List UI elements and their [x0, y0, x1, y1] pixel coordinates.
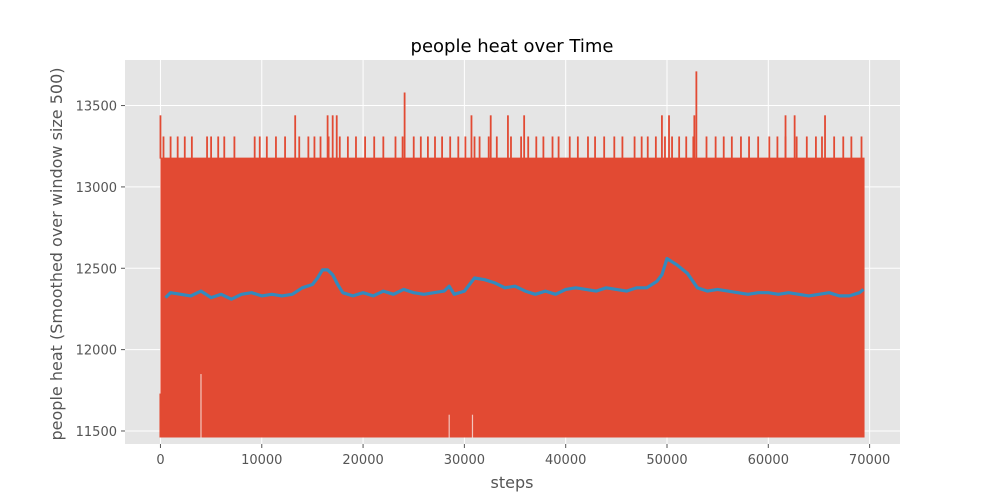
- y-tick-label: 13000: [76, 181, 117, 196]
- series-band-red: [159, 71, 865, 438]
- x-tick-label: 20000: [342, 453, 383, 468]
- y-tick-label: 12500: [76, 262, 117, 277]
- x-tick-label: 50000: [646, 453, 687, 468]
- x-tick-label: 60000: [748, 453, 789, 468]
- y-axis-label: people heat (Smoothed over window size 5…: [47, 68, 66, 441]
- x-tick-label: 40000: [545, 453, 586, 468]
- chart-title: people heat over Time: [411, 36, 614, 57]
- y-tick-label: 12000: [76, 344, 117, 359]
- series-line-path: [164, 256, 865, 301]
- y-tick-label: 11500: [76, 425, 117, 440]
- x-axis-label: steps: [491, 473, 534, 492]
- x-tick-label: 30000: [444, 453, 485, 468]
- tick-labels: 0 10000 20000 30000 40000 50000 60000 70000 1150…: [76, 100, 891, 468]
- x-tick-label: 10000: [241, 453, 282, 468]
- y-tick-label: 13500: [76, 100, 117, 115]
- x-tick-label: 70000: [849, 453, 890, 468]
- series-line-blue: [164, 256, 865, 301]
- x-tick-label: 0: [156, 453, 164, 468]
- series-band-body: [160, 157, 865, 438]
